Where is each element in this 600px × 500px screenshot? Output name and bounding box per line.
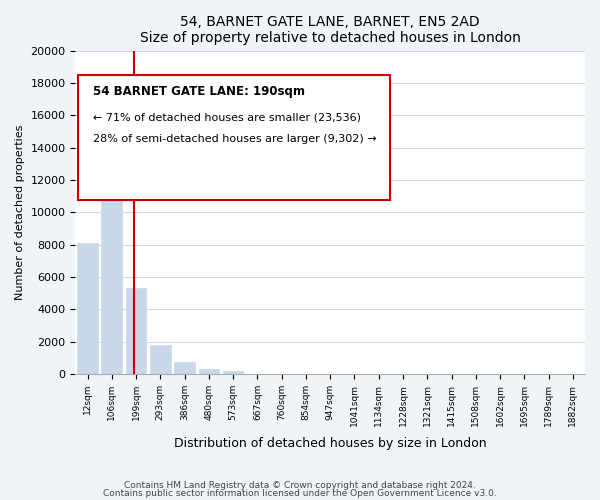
Bar xyxy=(223,371,244,374)
Bar xyxy=(101,107,122,374)
Text: 28% of semi-detached houses are larger (9,302) →: 28% of semi-detached houses are larger (… xyxy=(93,134,377,144)
Bar xyxy=(150,345,170,374)
Text: 54 BARNET GATE LANE: 190sqm: 54 BARNET GATE LANE: 190sqm xyxy=(93,85,305,98)
Bar xyxy=(174,362,195,374)
Bar xyxy=(199,369,219,374)
Text: ← 71% of detached houses are smaller (23,536): ← 71% of detached houses are smaller (23… xyxy=(93,112,361,122)
Bar xyxy=(77,243,98,374)
Y-axis label: Number of detached properties: Number of detached properties xyxy=(15,124,25,300)
X-axis label: Distribution of detached houses by size in London: Distribution of detached houses by size … xyxy=(174,437,487,450)
Text: Contains HM Land Registry data © Crown copyright and database right 2024.: Contains HM Land Registry data © Crown c… xyxy=(124,480,476,490)
Title: 54, BARNET GATE LANE, BARNET, EN5 2AD
Size of property relative to detached hous: 54, BARNET GATE LANE, BARNET, EN5 2AD Si… xyxy=(140,15,521,45)
Text: Contains public sector information licensed under the Open Government Licence v3: Contains public sector information licen… xyxy=(103,489,497,498)
Bar xyxy=(126,288,146,374)
